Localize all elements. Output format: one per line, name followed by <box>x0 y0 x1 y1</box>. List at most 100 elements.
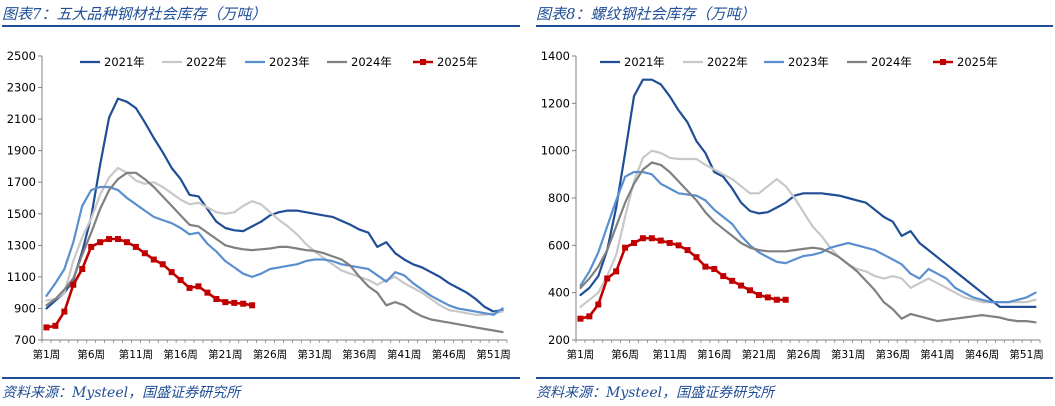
data-point-marker <box>186 284 193 291</box>
data-point-marker <box>622 244 629 251</box>
x-tick-label: 第26周 <box>253 348 287 361</box>
data-point-marker <box>88 243 95 250</box>
series-line-2024年 <box>45 171 504 334</box>
legend-label: 2021年 <box>624 55 665 69</box>
panel-title: 图表8：螺纹钢社会库存（万吨） <box>536 5 756 23</box>
panel-title: 图表7：五大品种钢材社会库存（万吨） <box>2 5 267 23</box>
source-divider <box>2 377 520 379</box>
legend-label: 2023年 <box>269 55 310 69</box>
x-tick-label: 第26周 <box>786 348 820 361</box>
x-tick-label: 第1周 <box>33 348 61 361</box>
data-point-marker <box>177 277 184 284</box>
series-line-2021年 <box>45 97 504 313</box>
source-divider <box>536 377 1053 379</box>
data-point-marker <box>132 243 139 250</box>
series-line-2021年 <box>579 78 1037 308</box>
data-point-marker <box>586 313 593 320</box>
series-line-2023年 <box>45 185 504 316</box>
y-tick-label: 400 <box>548 286 570 300</box>
data-point-marker <box>195 283 202 290</box>
data-point-marker <box>222 299 229 306</box>
data-point-marker <box>70 281 77 288</box>
data-point-marker <box>755 292 762 299</box>
y-tick-label: 1900 <box>7 144 36 158</box>
data-point-marker <box>693 254 700 261</box>
x-tick-label: 第21周 <box>208 348 242 361</box>
x-tick-label: 第1周 <box>567 348 595 361</box>
data-point-marker <box>168 269 175 276</box>
data-point-marker <box>115 236 122 243</box>
x-tick-label: 第31周 <box>298 348 332 361</box>
title-divider <box>2 25 520 27</box>
data-point-marker <box>729 277 736 284</box>
legend-label: 2024年 <box>351 55 392 69</box>
y-tick-label: 1400 <box>541 49 570 63</box>
data-point-marker <box>666 239 673 246</box>
data-point-marker <box>240 300 247 307</box>
source-note: 资料来源：Mysteel，国盛证券研究所 <box>536 385 775 401</box>
legend-marker <box>940 59 946 65</box>
y-tick-label: 1500 <box>7 207 36 221</box>
legend-label: 2025年 <box>957 55 998 69</box>
x-tick-label: 第41周 <box>920 348 954 361</box>
legend-marker <box>420 59 426 65</box>
legend-label: 2025年 <box>437 55 478 69</box>
rebar-inventory-chart: 200 400 600 800 1000 1200 1400 第1周 第6周 第11周 第16周 第2… <box>541 49 1044 361</box>
data-point-marker <box>773 296 780 303</box>
y-tick-label: 600 <box>548 238 570 252</box>
x-tick-label: 第16周 <box>163 348 197 361</box>
panel-steel-inventory: 图表7：五大品种钢材社会库存（万吨） 700 900 1100 1300 1500 170… <box>2 0 522 406</box>
x-tick-label: 第6周 <box>611 348 639 361</box>
data-point-marker <box>159 261 166 268</box>
series-line-2022年 <box>579 149 1037 308</box>
x-tick-label: 第31周 <box>831 348 865 361</box>
legend-label: 2022年 <box>707 55 748 69</box>
x-tick-label: 第36周 <box>342 348 376 361</box>
legend-label: 2022年 <box>186 55 227 69</box>
series-line-2022年 <box>45 166 504 316</box>
data-point-marker <box>43 324 50 331</box>
legend-label: 2024年 <box>871 55 912 69</box>
y-tick-label: 1300 <box>7 238 36 252</box>
y-tick-label: 1000 <box>541 144 570 158</box>
data-point-marker <box>675 242 682 249</box>
data-point-marker <box>213 295 220 302</box>
x-tick-label: 第46周 <box>432 348 466 361</box>
data-point-marker <box>711 266 718 272</box>
data-point-marker <box>639 235 646 242</box>
data-point-marker <box>577 315 584 322</box>
x-tick-label: 第51周 <box>476 348 510 361</box>
data-point-marker <box>702 263 709 270</box>
data-point-marker <box>648 235 655 242</box>
x-tick-label: 第41周 <box>387 348 421 361</box>
y-tick-label: 2300 <box>7 81 36 95</box>
y-tick-label: 800 <box>548 191 570 205</box>
legend-label: 2023年 <box>788 55 829 69</box>
y-tick-label: 1100 <box>7 270 36 284</box>
data-point-marker <box>231 299 238 306</box>
data-point-marker <box>106 236 113 243</box>
data-point-marker <box>684 247 691 254</box>
data-point-marker <box>141 250 148 257</box>
title-divider <box>536 25 1053 27</box>
panel-rebar-inventory: 图表8：螺纹钢社会库存（万吨） 200 400 600 800 1000 1200 1400… <box>536 0 1055 406</box>
series-line-2024年 <box>579 161 1037 324</box>
data-point-marker <box>249 302 256 309</box>
x-tick-label: 第16周 <box>697 348 731 361</box>
y-tick-label: 900 <box>14 301 36 315</box>
x-tick-label: 第11周 <box>653 348 687 361</box>
y-tick-label: 2100 <box>7 112 36 126</box>
data-point-marker <box>595 301 602 308</box>
x-tick-label: 第11周 <box>119 348 153 361</box>
x-tick-label: 第51周 <box>1009 348 1043 361</box>
x-tick-label: 第36周 <box>876 348 910 361</box>
data-point-marker <box>79 266 86 272</box>
y-tick-label: 1200 <box>541 96 570 110</box>
data-point-marker <box>657 237 664 244</box>
data-point-marker <box>720 273 727 280</box>
y-tick-label: 700 <box>14 333 36 347</box>
data-point-marker <box>604 275 611 282</box>
data-point-marker <box>782 296 789 303</box>
data-point-marker <box>52 322 59 329</box>
y-tick-label: 200 <box>548 333 570 347</box>
